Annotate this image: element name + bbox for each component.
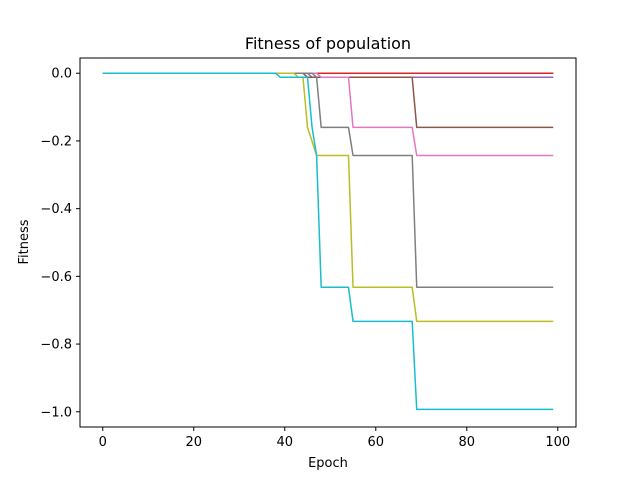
x-tick-label: 100 — [545, 435, 570, 450]
x-tick-label: 40 — [276, 435, 293, 450]
y-tick-label: 0.0 — [51, 67, 72, 82]
chart-title: Fitness of population — [245, 34, 411, 53]
series-line-10 — [102, 72, 554, 411]
series-line-8 — [102, 72, 554, 288]
series-line-7 — [102, 72, 554, 157]
y-axis-label: Fitness — [17, 219, 32, 264]
x-tick-label: 60 — [368, 435, 385, 450]
y-tick-label: −0.2 — [40, 134, 72, 149]
y-tick-label: −1.0 — [40, 405, 72, 420]
series-line-6 — [102, 72, 554, 129]
y-tick-label: −0.6 — [40, 270, 72, 285]
x-tick-label: 20 — [185, 435, 202, 450]
x-tick-label: 80 — [459, 435, 476, 450]
series-line-9 — [102, 72, 554, 323]
x-axis-label: Epoch — [308, 456, 348, 471]
y-axis: 0.0 −0.2 −0.4 −0.6 −0.8 −1.0 — [40, 67, 80, 420]
y-tick-label: −0.4 — [40, 202, 72, 217]
x-axis: 0 20 40 60 80 100 — [99, 427, 570, 450]
series-layer — [102, 72, 554, 411]
y-tick-label: −0.8 — [40, 338, 72, 353]
plot-frame — [79, 57, 577, 428]
x-tick-label: 0 — [99, 435, 107, 450]
